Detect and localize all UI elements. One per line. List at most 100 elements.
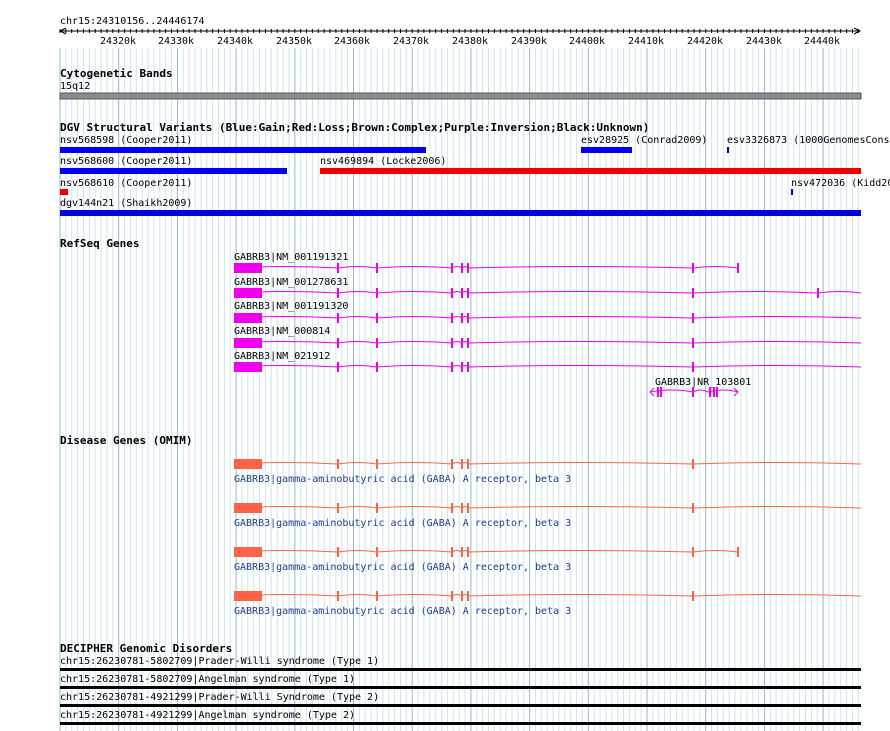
ruler-tick-label: 24440k <box>804 36 840 47</box>
dgv-variant-label: nsv568600 (Cooper2011) <box>60 156 192 167</box>
omim-gene-label[interactable]: GABRB3|gamma-aminobutyric acid (GABA) A … <box>234 474 571 485</box>
gene-exon-tick <box>692 503 694 513</box>
dgv-variant-bar[interactable] <box>60 168 287 174</box>
dgv-variant-bar[interactable] <box>320 168 861 174</box>
gene-exon-tick <box>337 338 339 348</box>
omim-track-title: Disease Genes (OMIM) <box>60 434 192 447</box>
gene-exon-tick <box>451 459 453 469</box>
omim-gene-label[interactable]: GABRB3|gamma-aminobutyric acid (GABA) A … <box>234 562 571 573</box>
gene-exon-tick <box>692 263 694 273</box>
ruler-tick-label: 24340k <box>217 36 253 47</box>
omim-gene-model[interactable] <box>233 459 862 469</box>
decipher-disorder-bar[interactable] <box>60 722 861 725</box>
gene-exon-tick <box>692 459 694 469</box>
refseq-track: RefSeq Genes GABRB3|NM_001191321 GABRB3|… <box>60 237 862 397</box>
refseq-track-title: RefSeq Genes <box>60 237 139 250</box>
gene-exon-tick <box>461 591 463 601</box>
gene-exon-tick <box>692 313 694 323</box>
dgv-variant-label: nsv469894 (Locke2006) <box>320 156 446 167</box>
gene-exon-block <box>234 313 262 323</box>
omim-gene-model[interactable] <box>233 503 862 513</box>
gene-exon-tick <box>337 547 339 557</box>
refseq-gene-model[interactable] <box>233 313 862 323</box>
decipher-disorder-label: chr15:26230781-5802709|Angelman syndrome… <box>60 674 355 685</box>
gene-exon-tick <box>376 547 378 557</box>
ruler-tick-label: 24400k <box>569 36 605 47</box>
dgv-variant-bar[interactable] <box>581 147 632 153</box>
gene-exon-tick <box>467 547 469 557</box>
gene-intron-line <box>233 266 739 269</box>
gene-exon-tick <box>376 459 378 469</box>
ruler-tick-label: 24430k <box>746 36 782 47</box>
decipher-disorder-bar[interactable] <box>60 668 861 671</box>
gene-exon-tick <box>451 313 453 323</box>
ruler-tick-label: 24360k <box>334 36 370 47</box>
gene-exon-tick <box>337 591 339 601</box>
gene-exon-tick <box>337 313 339 323</box>
gene-intron-line <box>649 389 739 393</box>
refseq-gene-label: GABRB3|NM_001191321 <box>234 252 348 263</box>
gene-exon-block <box>234 263 262 273</box>
gene-exon-tick <box>461 263 463 273</box>
dgv-variant-bar[interactable] <box>60 189 68 195</box>
dgv-variant-bar[interactable] <box>60 210 861 216</box>
refseq-gene-model[interactable] <box>233 288 862 298</box>
decipher-track: DECIPHER Genomic Disorders chr15:2623078… <box>60 642 861 725</box>
dgv-variant-bar[interactable] <box>60 147 426 153</box>
strand-arrow-icon <box>649 387 655 397</box>
gene-exon-tick <box>737 263 739 273</box>
gene-exon-tick <box>451 503 453 513</box>
ruler-tick-label: 24380k <box>452 36 488 47</box>
ruler-tick-label: 24420k <box>687 36 723 47</box>
ruler-minor-ticks <box>59 29 859 33</box>
gene-exon-tick <box>467 263 469 273</box>
gene-exon-tick <box>692 288 694 298</box>
decipher-disorder-bar[interactable] <box>60 686 861 689</box>
ruler-tick-label: 24370k <box>393 36 429 47</box>
ruler-track: chr15:24310156..24446174 24320k 24330k 2… <box>58 16 862 47</box>
gene-exon-block <box>234 288 262 298</box>
ruler-tick-label: 24350k <box>276 36 312 47</box>
gene-exon-tick <box>451 263 453 273</box>
refseq-gene-label: GABRB3|NM_001278631 <box>234 277 348 288</box>
gene-exon-tick <box>337 503 339 513</box>
decipher-disorder-bar[interactable] <box>60 704 861 707</box>
gene-exon-tick <box>376 362 378 372</box>
dgv-variant-bar[interactable] <box>791 189 793 195</box>
gene-intron-line <box>233 550 739 553</box>
gene-exon-tick <box>461 459 463 469</box>
ruler-tick-label: 24390k <box>511 36 547 47</box>
omim-gene-label[interactable]: GABRB3|gamma-aminobutyric acid (GABA) A … <box>234 518 571 529</box>
strand-arrow-icon <box>733 387 739 397</box>
gene-exon-block <box>234 547 262 557</box>
gene-exon-tick <box>451 547 453 557</box>
gene-exon-tick <box>376 503 378 513</box>
omim-gene-model[interactable] <box>233 547 739 557</box>
omim-gene-label[interactable]: GABRB3|gamma-aminobutyric acid (GABA) A … <box>234 606 571 617</box>
gene-exon-tick <box>660 387 662 397</box>
dgv-variant-label: esv28925 (Conrad2009) <box>581 135 707 146</box>
cytoband-track-title: Cytogenetic Bands <box>60 67 173 80</box>
dgv-variant-label: nsv472036 (Kidd2008) <box>791 178 890 189</box>
gene-exon-tick <box>461 547 463 557</box>
gene-exon-tick <box>451 288 453 298</box>
refseq-gene-model[interactable] <box>233 263 739 273</box>
refseq-gene-model[interactable] <box>233 362 862 372</box>
gene-exon-tick <box>376 288 378 298</box>
refseq-gene-model[interactable] <box>649 387 739 397</box>
dgv-variant-bar[interactable] <box>727 147 729 153</box>
refseq-gene-model[interactable] <box>233 338 862 348</box>
gene-exon-tick <box>692 591 694 601</box>
cytoband-bar[interactable] <box>59 92 862 100</box>
refseq-gene-label: GABRB3|NM_021912 <box>234 351 330 362</box>
gene-exon-tick <box>337 288 339 298</box>
decipher-disorder-label: chr15:26230781-4921299|Prader-Willi Synd… <box>60 692 379 703</box>
dgv-variant-label: nsv568610 (Cooper2011) <box>60 178 192 189</box>
gene-exon-tick <box>467 459 469 469</box>
gene-exon-tick <box>692 547 694 557</box>
omim-gene-model[interactable] <box>233 591 862 601</box>
gene-exon-tick <box>713 387 715 397</box>
gene-exon-tick <box>467 362 469 372</box>
gene-exon-block <box>234 338 262 348</box>
gene-exon-tick <box>467 313 469 323</box>
